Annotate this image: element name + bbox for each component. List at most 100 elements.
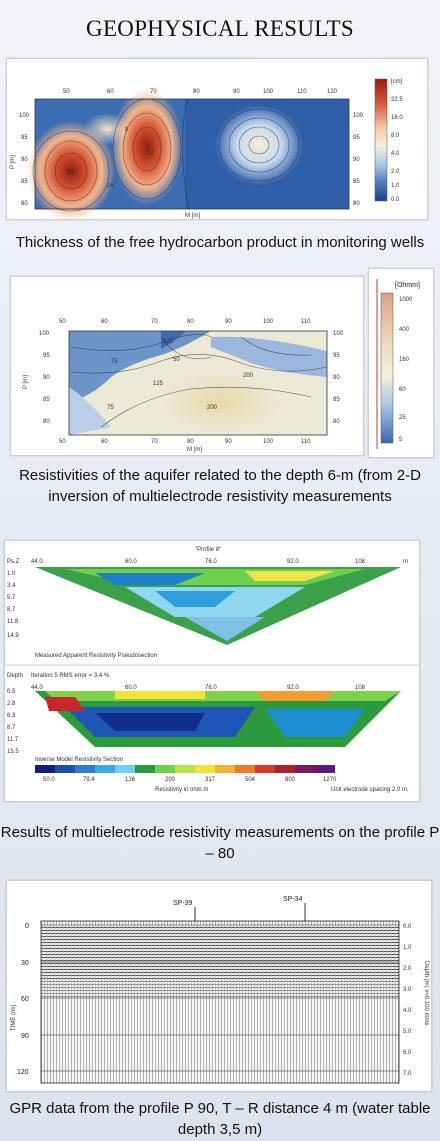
contour-label: 8: [125, 127, 129, 133]
depth-axis-label: Depth: [7, 673, 23, 679]
colorbar-tick: 160: [399, 357, 410, 363]
profile-caption: Results of multielectrode resistivity me…: [0, 824, 440, 862]
x-axis-top: 50 60 70 80 90 100 110: [59, 319, 311, 325]
depth-tick: 0.5: [7, 689, 16, 695]
depth-tick: 1.0: [7, 571, 16, 577]
y-tick: 95: [43, 353, 50, 359]
distance-tick: 44.0: [31, 685, 43, 691]
contour-label: 200: [243, 373, 254, 379]
distance-tick: 92.0: [287, 685, 299, 691]
thickness-caption: Thickness of the free hydrocarbon produc…: [15, 234, 425, 251]
gpr-panel: SP-39 SP-34 0 30 60 90 120 TIME (ns) 0.0…: [6, 880, 432, 1092]
pseudosection-label: Measured Apparent Resistivity Pseudosect…: [35, 653, 157, 659]
contour-label: 24: [67, 170, 74, 176]
x-tick: 60: [101, 319, 108, 325]
resistivity-contour-map: 125 75 50 200 125 75 200 50 60 70 80 90 …: [23, 319, 344, 453]
contour-label: 50: [173, 357, 180, 363]
gpr-reflection-zone: [41, 925, 399, 979]
marker-label: SP-39: [173, 900, 193, 907]
gpr-gridlines: [41, 924, 399, 1072]
distance-tick: 108: [355, 559, 366, 565]
thickness-colorbar: [cm] 32.5 16.0 8.0 4.0 2.0 1.0 0.0: [374, 78, 403, 203]
resistivity-map-panel: 125 75 50 200 125 75 200 50 60 70 80 90 …: [10, 276, 364, 456]
profile-section-panel: "Profile 8" Ps.Z 44.0 60.0 76.0 92.0 108…: [4, 540, 420, 802]
time-tick: 0: [25, 923, 29, 930]
contour-label: 200: [207, 405, 218, 411]
distance-tick: 60.0: [125, 685, 137, 691]
depth-tick: 7.0: [403, 1071, 412, 1077]
legend-value: 504: [245, 777, 256, 783]
x-tick: 110: [297, 89, 307, 95]
time-axis-label: TIME (ns): [11, 1005, 17, 1031]
x-tick-bottom: 100: [263, 439, 274, 445]
colorbar-tick: 16.0: [391, 115, 403, 121]
gpr-caption: GPR data from the profile P 90, T – R di…: [9, 1100, 431, 1138]
x-axis-bottom: 50 60 70 80 90 100 110: [59, 439, 311, 445]
x-tick-bottom: 90: [225, 439, 232, 445]
x-axis-top: 50 60 70 80 90 100 110 120: [63, 89, 338, 95]
resistivity-caption: Resistivities of the aquifer related to …: [19, 467, 421, 505]
time-axis: 0 30 60 90 120 TIME (ns): [11, 923, 29, 1076]
colorbar-tick: 5: [399, 437, 403, 443]
y-tick-right: 80: [353, 201, 360, 207]
depth-tick: 15.5: [7, 749, 19, 755]
x-tick: 90: [225, 319, 232, 325]
distance-unit: m: [403, 559, 408, 565]
depth-axis: 0.0 1.0 2.0 3.0 4.0 5.0 6.0 7.0 Depth (m…: [403, 924, 429, 1077]
y-tick-right: 85: [333, 397, 340, 403]
pseudosection: [35, 567, 401, 645]
depth-tick: 5.0: [403, 1029, 412, 1035]
distance-tick: 92.0: [287, 559, 299, 565]
legend-value: 317: [205, 777, 216, 783]
depth-tick: 11.8: [7, 619, 19, 625]
depth-axis-label: Ps.Z: [7, 559, 20, 565]
contour-label: 75: [107, 405, 114, 411]
colorbar-tick: 1.0: [391, 183, 400, 189]
colorbar-unit: [cm]: [391, 79, 403, 85]
colorbar-tick: 8.0: [391, 133, 400, 139]
model-section: [35, 691, 401, 747]
pseudosection-axis: Ps.Z 44.0 60.0 76.0 92.0 108 m 1.0 3.4 5…: [7, 559, 408, 639]
model-section-label: Inverse Model Resistivity Section: [35, 757, 123, 763]
x-tick: 100: [263, 319, 274, 325]
x-tick: 110: [301, 319, 311, 325]
hotspot-left: [27, 121, 115, 219]
y-tick: 90: [43, 375, 50, 381]
colorbar-tick: 0.0: [391, 197, 400, 203]
x-axis-label: M [m]: [185, 213, 200, 219]
depth-tick: 14.9: [7, 633, 19, 639]
page-title: GEOPHYSICAL RESULTS: [86, 16, 354, 41]
x-tick: 70: [151, 319, 158, 325]
depth-tick: 3.0: [403, 987, 412, 993]
distance-tick: 76.0: [205, 559, 217, 565]
time-tick: 60: [21, 996, 29, 1003]
depth-tick: 1.0: [403, 945, 412, 951]
depth-tick: 8.7: [7, 725, 16, 731]
y-tick: 90: [21, 157, 28, 163]
colorbar-tick: 1000: [399, 297, 413, 303]
x-tick: 50: [63, 89, 70, 95]
depth-tick: 6.0: [403, 1050, 412, 1056]
x-tick: 120: [327, 89, 338, 95]
colorbar-tick: 32.5: [391, 97, 403, 103]
colorbar-tick: 25: [399, 415, 406, 421]
time-tick: 90: [21, 1033, 29, 1040]
depth-tick: 3.4: [7, 583, 16, 589]
colorbar-tick: 60: [399, 387, 406, 393]
y-tick-right: 85: [353, 179, 360, 185]
model-section-axis: Depth Iteration 5 RMS error = 3.4 % 44.0…: [7, 673, 366, 755]
y-tick: 80: [21, 201, 28, 207]
x-tick: 50: [59, 319, 66, 325]
x-tick: 100: [263, 89, 274, 95]
y-axis-left: 100 95 90 85 80 P [m]: [10, 113, 30, 207]
depth-tick: 11.7: [7, 737, 19, 743]
resistivity-legend: 50.0 79.4 126 200 317 504 800 1270 Resis…: [35, 765, 409, 793]
colorbar-unit: [Ohmm]: [395, 282, 420, 289]
x-axis-label: M [m]: [187, 447, 202, 453]
distance-tick: 60.0: [125, 559, 137, 565]
y-tick-right: 100: [333, 331, 344, 337]
y-tick: 100: [39, 331, 50, 337]
y-tick: 85: [43, 397, 50, 403]
x-tick: 80: [187, 319, 194, 325]
colorbar-tick: 4.0: [391, 151, 400, 157]
